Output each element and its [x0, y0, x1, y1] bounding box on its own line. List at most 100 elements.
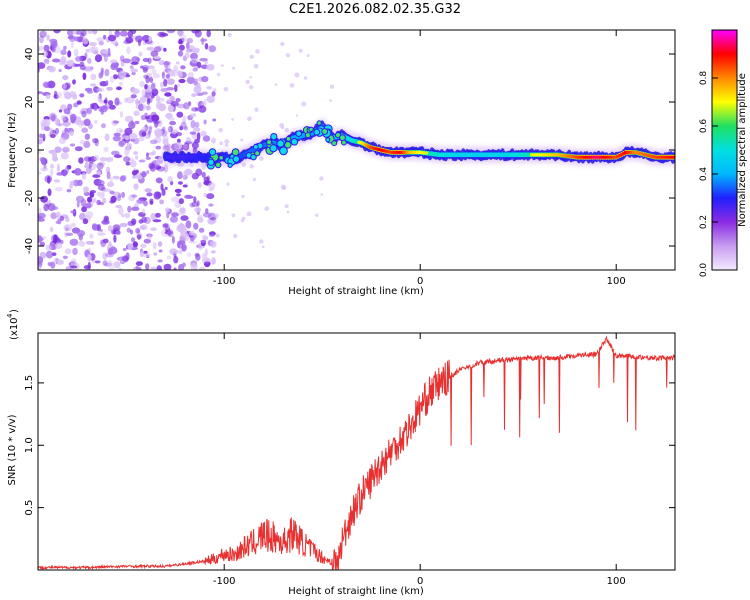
noise-speck: [320, 193, 324, 196]
noise-blob: [146, 170, 150, 174]
noise-blob: [92, 138, 99, 144]
noise-blob: [72, 247, 78, 256]
noise-blob: [74, 146, 83, 152]
noise-blob: [177, 50, 184, 57]
noise-speck: [226, 182, 230, 186]
noise-speck: [223, 86, 229, 92]
noise-blob: [118, 193, 122, 199]
noise-blob: [54, 117, 60, 126]
noise-blob: [106, 171, 111, 180]
noise-blob: [50, 168, 54, 177]
noise-speck: [329, 84, 335, 89]
noise-blob: [69, 130, 74, 136]
noise-blob: [155, 129, 162, 138]
noise-blob: [139, 251, 144, 258]
noise-blob: [43, 164, 47, 170]
noise-blob: [45, 250, 54, 259]
noise-blob: [190, 120, 196, 129]
noise-speck: [231, 213, 236, 218]
noise-blob: [39, 35, 44, 44]
noise-blob: [176, 132, 182, 137]
noise-blob: [92, 174, 101, 178]
noise-blob: [109, 176, 113, 184]
noise-blob: [208, 203, 214, 207]
noise-blob: [154, 119, 159, 128]
noise-blob: [196, 92, 204, 97]
spectrogram-x-ticks: -100 0 100: [213, 30, 626, 287]
noise-blob: [118, 207, 124, 216]
noise-blob: [76, 195, 84, 203]
ridge-blob: [208, 148, 217, 156]
noise-speck: [319, 176, 324, 181]
noise-blob: [149, 76, 154, 83]
noise-blob: [166, 73, 170, 79]
noise-blob: [53, 258, 58, 265]
noise-blob: [173, 256, 179, 264]
noise-blob: [70, 222, 76, 227]
noise-blob: [191, 30, 200, 34]
noise-blob: [157, 241, 163, 247]
noise-speck: [248, 85, 254, 90]
noise-speck: [301, 101, 307, 107]
noise-blob: [194, 252, 200, 257]
noise-blob: [103, 146, 109, 152]
noise-speck: [215, 233, 220, 238]
noise-blob: [100, 70, 104, 77]
noise-blob: [39, 133, 44, 138]
noise-blob: [195, 168, 203, 177]
noise-blob: [211, 91, 216, 97]
noise-blob: [99, 106, 103, 113]
snr-frame: [37, 332, 676, 571]
noise-blob: [67, 30, 74, 37]
noise-speck: [306, 54, 310, 57]
noise-blob: [107, 34, 117, 42]
noise-blob: [148, 36, 152, 42]
noise-blob: [43, 44, 50, 52]
noise-blob: [135, 98, 139, 106]
noise-blob: [90, 103, 94, 110]
noise-blob: [177, 30, 184, 37]
noise-blob: [159, 81, 165, 88]
noise-blob: [131, 218, 137, 225]
noise-speck: [280, 184, 286, 190]
noise-blob: [183, 170, 190, 176]
noise-blob: [56, 172, 64, 176]
noise-blob: [59, 137, 66, 144]
noise-blob: [132, 267, 137, 270]
noise-blob: [114, 30, 120, 38]
snr-x-tick-label: -100: [213, 576, 236, 587]
noise-blob: [138, 51, 143, 57]
noise-blob: [127, 242, 133, 250]
noise-blob: [167, 78, 175, 85]
noise-blob: [206, 86, 213, 90]
noise-blob: [195, 253, 201, 261]
noise-blob: [92, 30, 98, 35]
ridge-blob: [218, 155, 224, 161]
noise-blob: [62, 75, 69, 81]
noise-blob: [132, 175, 136, 179]
noise-blob: [124, 212, 131, 219]
noise-blob: [113, 120, 119, 124]
noise-blob: [186, 76, 195, 85]
noise-blob: [142, 252, 151, 257]
noise-blob: [136, 234, 142, 240]
noise-blob: [121, 191, 125, 198]
colorbar-tick-label: 0.8: [699, 71, 709, 86]
noise-blob: [89, 190, 97, 194]
noise-blob: [58, 109, 63, 113]
noise-blob: [38, 46, 45, 51]
noise-blob: [54, 187, 63, 192]
noise-blob: [53, 30, 61, 34]
noise-blob: [67, 103, 73, 111]
noise-blob: [110, 63, 118, 71]
noise-blob: [76, 201, 80, 208]
noise-blob: [196, 82, 201, 89]
noise-blob: [115, 230, 121, 235]
noise-blob: [133, 183, 139, 190]
noise-blob: [165, 207, 170, 213]
noise-blob: [194, 207, 202, 213]
noise-blob: [203, 192, 207, 197]
noise-blob: [127, 205, 132, 213]
noise-blob: [93, 105, 98, 111]
